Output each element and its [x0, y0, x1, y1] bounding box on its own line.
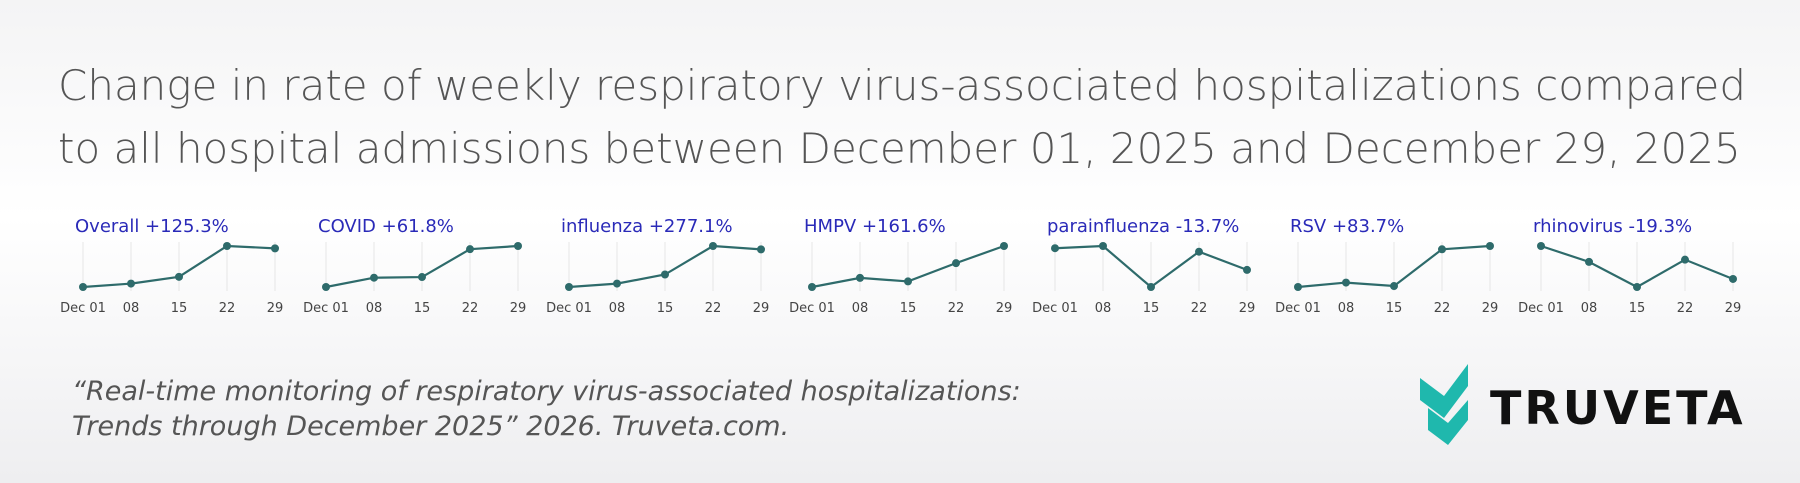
point	[322, 283, 330, 291]
x-tick-label: 08	[123, 301, 140, 316]
x-tick-label: Dec 01	[546, 301, 592, 316]
x-tick-label: 22	[1191, 301, 1208, 316]
point	[661, 270, 669, 279]
panel-title: rhinovirus -19.3%	[1533, 216, 1692, 237]
panel-title: parainfluenza -13.7%	[1047, 216, 1239, 237]
point	[904, 277, 912, 286]
point	[1000, 242, 1008, 250]
point	[175, 272, 183, 281]
x-tick-label: 08	[1338, 301, 1355, 316]
panel-title: Overall +125.3%	[75, 216, 229, 237]
point	[1438, 245, 1446, 254]
x-tick-label: 15	[1629, 301, 1646, 316]
x-tick-label: 29	[1482, 301, 1499, 316]
point	[1486, 242, 1494, 250]
x-tick-label: 15	[657, 301, 674, 316]
citation: “Real-time monitoring of respiratory vir…	[72, 376, 1021, 407]
point	[127, 279, 135, 288]
point	[1147, 283, 1155, 291]
point	[757, 245, 765, 254]
point	[370, 273, 378, 282]
x-tick-label: Dec 01	[789, 301, 835, 316]
point	[613, 279, 621, 288]
point	[1294, 283, 1302, 291]
x-tick-label: 29	[996, 301, 1013, 316]
panel-title: HMPV +161.6%	[804, 216, 946, 237]
x-tick-label: 22	[1677, 301, 1694, 316]
x-tick-label: 29	[1239, 301, 1256, 316]
point	[952, 259, 960, 268]
x-tick-label: 15	[414, 301, 431, 316]
point	[565, 283, 573, 291]
panel-title: RSV +83.7%	[1290, 216, 1404, 237]
citation: Trends through December 2025” 2026. Truv…	[72, 411, 789, 442]
point	[856, 273, 864, 282]
point	[1633, 283, 1641, 291]
page-title: to all hospital admissions between Decem…	[58, 124, 1741, 173]
x-tick-label: 29	[267, 301, 284, 316]
x-tick-label: Dec 01	[60, 301, 106, 316]
x-tick-label: 08	[1581, 301, 1598, 316]
x-tick-label: 22	[462, 301, 479, 316]
logo-mark	[1420, 364, 1468, 445]
x-tick-label: 08	[852, 301, 869, 316]
x-tick-label: 08	[609, 301, 626, 316]
x-tick-label: 15	[900, 301, 917, 316]
x-tick-label: Dec 01	[1518, 301, 1564, 316]
point	[514, 242, 522, 250]
panel-title: influenza +277.1%	[561, 216, 733, 237]
point	[466, 245, 474, 254]
point	[1195, 247, 1203, 256]
x-tick-label: 08	[1095, 301, 1112, 316]
x-tick-label: 15	[171, 301, 188, 316]
point	[1537, 242, 1545, 250]
x-tick-label: 29	[753, 301, 770, 316]
point	[1342, 278, 1350, 287]
x-tick-label: 15	[1386, 301, 1403, 316]
x-tick-label: 22	[1434, 301, 1451, 316]
point	[418, 273, 426, 282]
point	[1099, 242, 1107, 250]
x-tick-label: 22	[219, 301, 236, 316]
x-tick-label: Dec 01	[1032, 301, 1078, 316]
page-title: Change in rate of weekly respiratory vir…	[58, 61, 1746, 110]
point	[223, 242, 231, 250]
point	[1681, 255, 1689, 264]
panel-title: COVID +61.8%	[318, 216, 454, 237]
x-tick-label: Dec 01	[1275, 301, 1321, 316]
point	[1243, 265, 1251, 274]
point	[709, 242, 717, 250]
x-tick-label: 15	[1143, 301, 1160, 316]
x-tick-label: 29	[1725, 301, 1742, 316]
point	[1051, 244, 1059, 253]
point	[808, 283, 816, 291]
x-tick-label: 22	[705, 301, 722, 316]
point	[1390, 282, 1398, 291]
x-tick-label: 08	[366, 301, 383, 316]
x-tick-label: 22	[948, 301, 965, 316]
logo-text: TRUVETA	[1490, 381, 1746, 435]
point	[1585, 257, 1593, 266]
point	[271, 244, 279, 253]
x-tick-label: Dec 01	[303, 301, 349, 316]
point	[79, 283, 87, 291]
x-tick-label: 29	[510, 301, 527, 316]
point	[1729, 274, 1737, 283]
